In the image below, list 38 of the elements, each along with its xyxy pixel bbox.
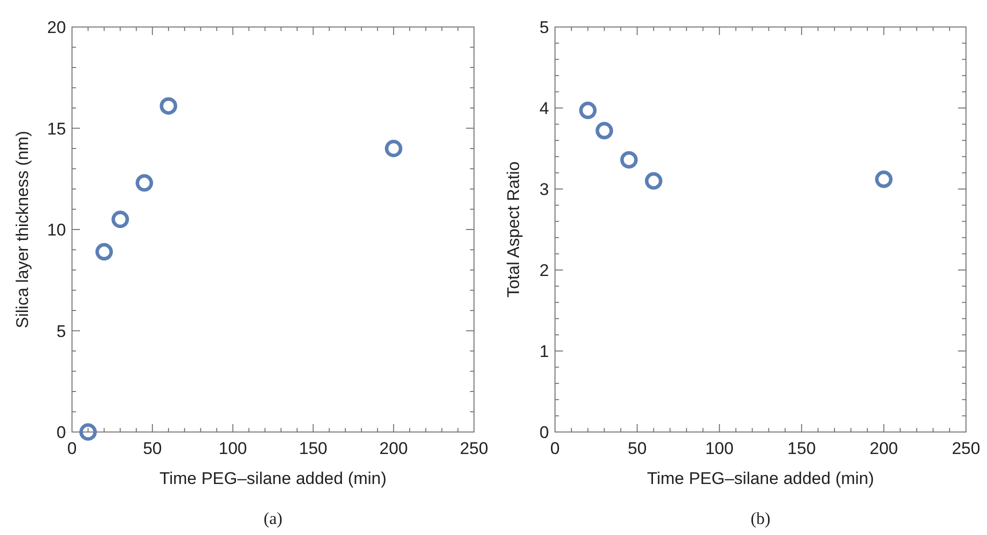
x-tick-label: 250 [952, 439, 980, 458]
y-tick-label: 3 [540, 180, 549, 199]
y-tick-label: 5 [540, 18, 549, 37]
point [384, 140, 402, 158]
x-tick-label: 50 [628, 439, 647, 458]
x-tick-label: 200 [379, 439, 408, 458]
point [596, 122, 614, 140]
x-tick-label: 150 [299, 439, 328, 458]
x-tick-label: 100 [218, 439, 247, 458]
point [95, 243, 113, 261]
y-tick-label: 0 [56, 423, 66, 442]
x-tick-label: 100 [705, 439, 734, 458]
y-tick-label: 20 [47, 18, 66, 37]
y-tick-label: 15 [47, 119, 66, 138]
y-tick-label: 10 [47, 220, 66, 240]
y-axis-title: Total Aspect Ratio [504, 161, 523, 298]
text: (a) [264, 509, 282, 528]
y-axis-title: Silica layer thickness (nm) [13, 130, 32, 328]
point [620, 151, 638, 169]
point [579, 102, 597, 120]
point [79, 423, 97, 441]
x-axis-title: Time PEG–silane added (min) [646, 469, 874, 488]
x-tick-label: 150 [787, 439, 816, 458]
point [160, 97, 178, 115]
point [136, 174, 154, 192]
point [644, 172, 662, 190]
y-tick-label: 5 [56, 322, 66, 341]
point [875, 170, 893, 188]
y-tick-label: 1 [540, 342, 549, 361]
x-axis-title: Time PEG–silane added (min) [159, 469, 387, 488]
point [111, 210, 129, 228]
text: (b) [750, 509, 770, 528]
y-tick-label: 0 [540, 423, 549, 442]
x-tick-label: 200 [870, 439, 898, 458]
x-tick-label: 250 [460, 439, 488, 458]
y-tick-label: 2 [540, 261, 549, 280]
y-tick-label: 4 [540, 99, 549, 118]
x-tick-label: 50 [142, 439, 162, 458]
